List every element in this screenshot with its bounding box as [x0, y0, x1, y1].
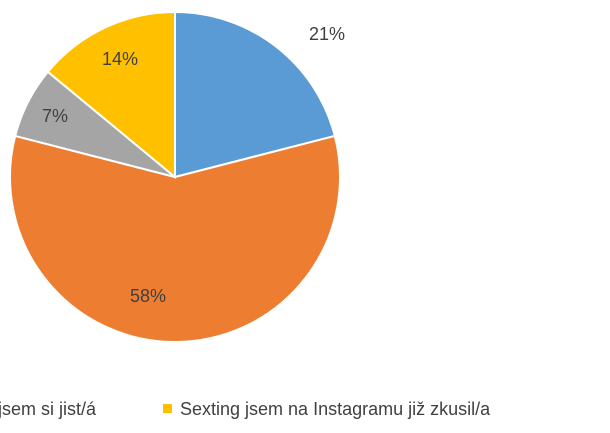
pie-slice [174, 10, 337, 179]
data-label: 14% [102, 49, 138, 69]
data-label: 21% [309, 24, 345, 44]
data-label: 7% [42, 106, 68, 126]
legend-swatch [163, 404, 172, 413]
data-label: 58% [130, 286, 166, 306]
pie-slice [46, 10, 176, 180]
legend-label: Sexting jsem na Instagramu již zkusil/a [180, 399, 491, 419]
pie-slice [9, 134, 341, 343]
legend-label: jsem si jist/á [0, 399, 97, 419]
